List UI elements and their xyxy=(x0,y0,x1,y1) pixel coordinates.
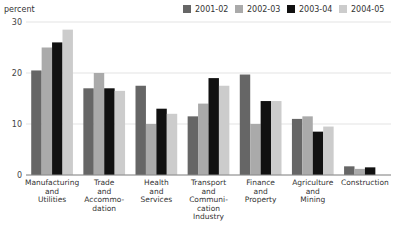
bar xyxy=(313,132,323,175)
bar xyxy=(167,114,177,175)
x-tick-label-line: dation xyxy=(92,204,116,213)
x-tick-label: Construction xyxy=(341,178,389,187)
bar xyxy=(188,116,198,175)
x-tick-label-line: Industry xyxy=(193,212,224,221)
bar xyxy=(219,86,229,175)
bar xyxy=(115,91,125,175)
bar xyxy=(136,86,146,175)
legend-label: 2004-05 xyxy=(351,5,384,14)
y-tick-label: 0 xyxy=(17,171,22,180)
bar xyxy=(156,109,166,175)
grid-line xyxy=(26,175,391,176)
legend-label: 2003-04 xyxy=(299,5,332,14)
bar xyxy=(240,75,250,175)
x-tick-label-line: Construction xyxy=(341,178,389,187)
x-tick-label: TradeandAccommo-dation xyxy=(84,178,124,213)
bar xyxy=(365,167,375,175)
x-axis-line xyxy=(26,175,391,176)
x-tick-label: FinanceandProperty xyxy=(245,178,277,204)
y-tick-label: 30 xyxy=(12,18,22,27)
legend-swatch xyxy=(339,5,347,13)
y-tick-label: 10 xyxy=(12,120,22,129)
legend-label: 2002-03 xyxy=(247,5,280,14)
bar xyxy=(31,70,41,175)
x-tick-label-line: Property xyxy=(245,195,277,204)
legend-swatch xyxy=(235,5,243,13)
bar xyxy=(209,78,219,175)
bar xyxy=(250,124,260,175)
y-axis-label: percent xyxy=(4,5,35,14)
bar xyxy=(323,127,333,175)
bar xyxy=(63,30,73,175)
bars xyxy=(31,30,375,175)
bar xyxy=(355,169,365,175)
x-tick-label: AgricultureandMining xyxy=(292,178,334,204)
legend-swatch xyxy=(287,5,295,13)
bar xyxy=(344,166,354,175)
bar xyxy=(271,101,281,175)
bar xyxy=(292,119,302,175)
x-tick-label-line: Utilities xyxy=(38,195,66,204)
bar xyxy=(52,42,62,175)
grid-line xyxy=(26,22,391,23)
bar xyxy=(261,101,271,175)
bar xyxy=(83,88,93,175)
bar xyxy=(42,48,52,176)
bar xyxy=(104,88,114,175)
x-tick-label: ManufacturingandUtilities xyxy=(25,178,80,204)
bar xyxy=(146,124,156,175)
y-tick-label: 20 xyxy=(12,69,22,78)
chart: 0 10 20 30 ManufacturingandUtilitiesTradeand… xyxy=(0,0,397,227)
bar xyxy=(198,104,208,175)
legend-label: 2001-02 xyxy=(195,5,228,14)
x-tick-label-line: Services xyxy=(141,195,173,204)
bar xyxy=(94,73,104,175)
x-tick-label: HealthandServices xyxy=(141,178,173,204)
x-tick-label: TransportandCommuni-cationIndustry xyxy=(189,178,228,221)
legend-swatch xyxy=(183,5,191,13)
x-tick-label-line: Mining xyxy=(300,195,325,204)
bar xyxy=(302,116,312,175)
grid-line xyxy=(26,73,391,74)
legend: 2001-02 2002-03 2003-04 2004-05 xyxy=(183,5,384,14)
